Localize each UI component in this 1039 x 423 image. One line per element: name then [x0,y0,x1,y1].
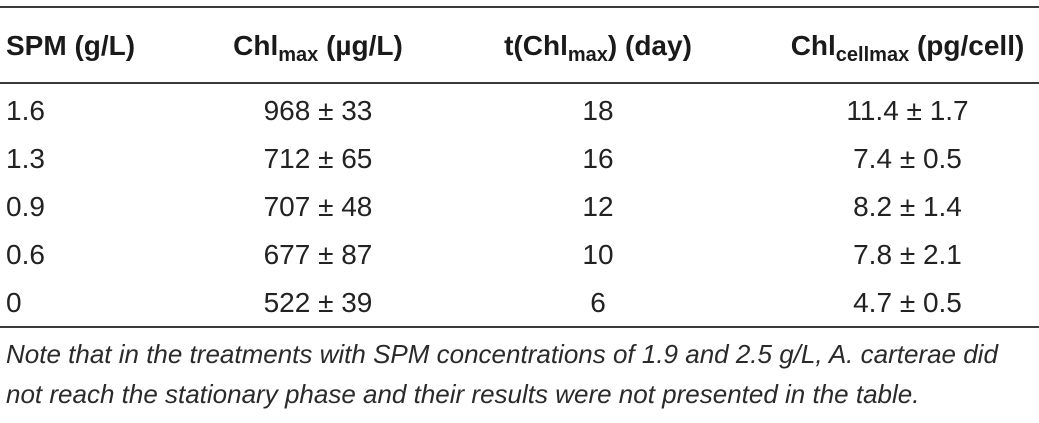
cell-spm: 0.9 [6,191,45,222]
cell-chlcellmax: 11.4 ± 1.7 [846,95,969,126]
header-chlmax-unit: (µg/L) [318,30,403,61]
table-row: 1.6 968 ± 33 18 11.4 ± 1.7 [0,87,1039,135]
header-chlcellmax-sub: cellmax [835,44,910,66]
table-row: 0.9 707 ± 48 12 8.2 ± 1.4 [0,183,1039,231]
header-chlmax-base: Chl [233,30,279,61]
cell-tchlmax: 18 [582,95,614,126]
cell-chlcellmax: 8.2 ± 1.4 [853,191,962,222]
cell-tchlmax: 16 [582,143,614,174]
table-header-row: SPM (g/L) Chlmax (µg/L) t(Chlmax) (day) … [0,22,1039,70]
cell-tchlmax: 10 [582,239,614,270]
cell-spm: 0 [6,287,22,318]
header-chlcellmax-unit: (pg/cell) [909,30,1025,61]
header-chlcellmax: Chlcellmax (pg/cell) [780,22,1035,70]
cell-tchlmax: 12 [582,191,614,222]
cell-tchlmax: 6 [590,287,606,318]
table-row: 0 522 ± 39 6 4.7 ± 0.5 [0,279,1039,327]
header-spm-label: SPM (g/L) [6,30,136,61]
table-row: 1.3 712 ± 65 16 7.4 ± 0.5 [0,135,1039,183]
header-tchlmax-prefix: t(Chl [504,30,568,61]
header-chlmax-sub: max [278,44,319,66]
table-bottom-rule [0,326,1039,328]
cell-chlmax: 707 ± 48 [263,191,373,222]
header-chlmax: Chlmax (µg/L) [218,22,418,70]
cell-chlcellmax: 4.7 ± 0.5 [853,287,962,318]
cell-chlmax: 968 ± 33 [263,95,373,126]
cell-chlmax: 522 ± 39 [263,287,373,318]
table-footnote: Note that in the treatments with SPM con… [6,339,998,409]
cell-chlmax: 712 ± 65 [263,143,373,174]
cell-spm: 1.6 [6,95,45,126]
table-row: 0.6 677 ± 87 10 7.8 ± 2.1 [0,231,1039,279]
header-chlcellmax-base: Chl [790,30,836,61]
table-top-rule [0,6,1039,8]
cell-chlmax: 677 ± 87 [263,239,373,270]
cell-spm: 0.6 [6,239,45,270]
cell-spm: 1.3 [6,143,45,174]
table-header-rule [0,82,1039,84]
cell-chlcellmax: 7.4 ± 0.5 [853,143,962,174]
cell-chlcellmax: 7.8 ± 2.1 [853,239,962,270]
header-spm: SPM (g/L) [6,22,206,70]
header-tchlmax-sub: max [567,44,608,66]
header-tchlmax-suffix: ) (day) [607,30,692,61]
header-tchlmax: t(Chlmax) (day) [493,22,703,70]
